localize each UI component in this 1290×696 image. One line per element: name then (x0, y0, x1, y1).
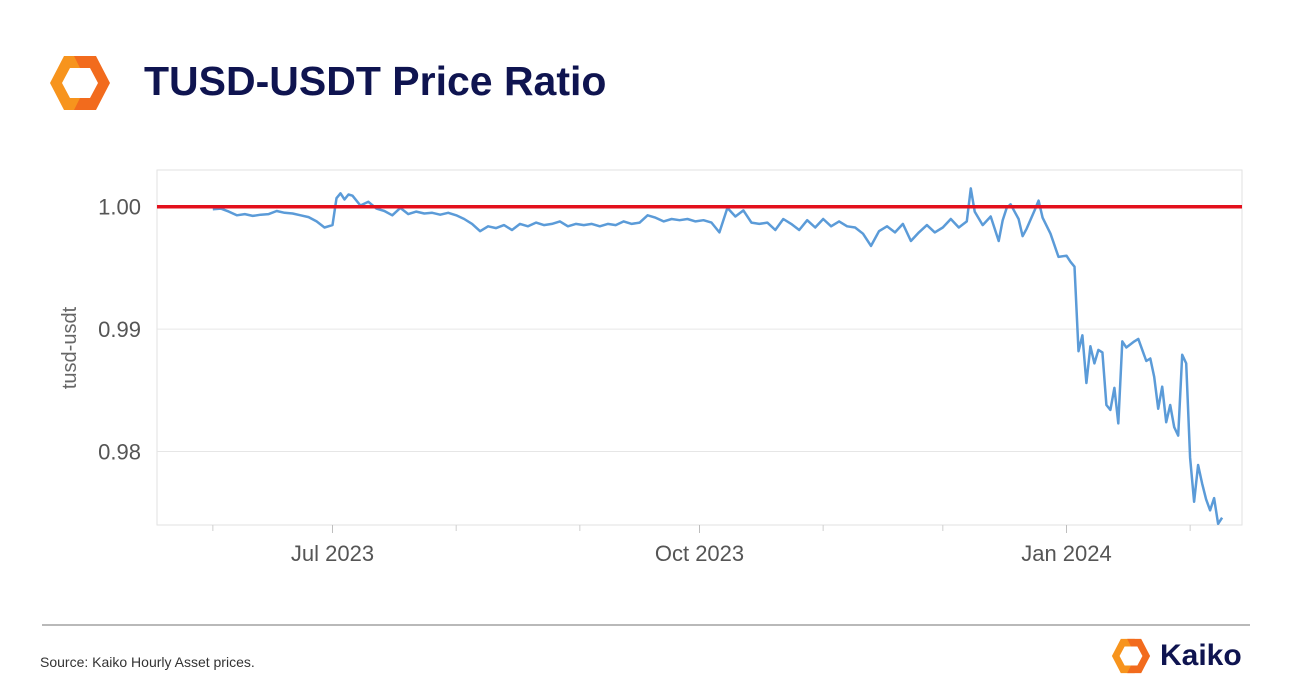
y-tick-label: 1.00 (98, 195, 141, 220)
plot-area (156, 169, 1243, 526)
x-tick-label: Jul 2023 (291, 541, 374, 566)
x-tick-label: Jan 2024 (1021, 541, 1112, 566)
y-axis: 0.98 0.99 1.00 (98, 195, 141, 465)
footer-divider (42, 624, 1250, 626)
page-title: TUSD-USDT Price Ratio (144, 58, 607, 104)
kaiko-logo-icon (44, 50, 116, 116)
series-layer (212, 187, 1224, 526)
x-axis: Jul 2023 Oct 2023 Jan 2024 (212, 525, 1191, 566)
kaiko-logo-icon (1111, 638, 1151, 674)
brand-name: Kaiko (1160, 639, 1242, 672)
x-tick-label: Oct 2023 (655, 541, 744, 566)
y-tick-label: 0.99 (98, 317, 141, 342)
y-tick-label: 0.98 (98, 440, 141, 465)
footer-brand: Kaiko (1108, 634, 1242, 678)
source-note: Source: Kaiko Hourly Asset prices. (40, 654, 255, 670)
series-line-0 (212, 187, 1224, 526)
y-axis-title: tusd-usdt (59, 306, 81, 389)
